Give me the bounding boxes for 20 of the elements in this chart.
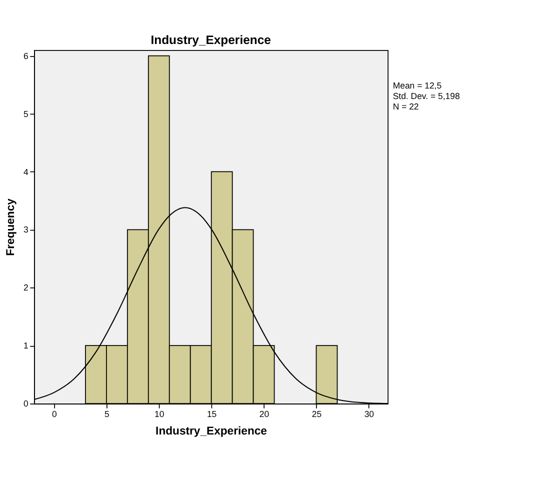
y-tick-label: 0: [24, 398, 29, 409]
x-axis-title: Industry_Experience: [156, 426, 267, 438]
y-tick-label: 5: [24, 108, 29, 119]
x-tick-label: 20: [259, 409, 270, 420]
x-tick-label: 25: [312, 409, 322, 420]
chart-title: Industry_Experience: [150, 32, 272, 47]
x-tick-label: 0: [52, 409, 57, 420]
text: Std. Dev. = 5,198: [392, 90, 460, 101]
x-tick-label: 30: [364, 409, 374, 420]
y-axis-title: Frequency: [4, 198, 17, 256]
x-tick-label: 15: [206, 409, 217, 420]
y-tick-label: 4: [24, 166, 29, 177]
x-tick-label: 10: [154, 409, 164, 420]
y-tick-label: 6: [24, 50, 29, 61]
x-tick-label: 5: [104, 409, 110, 420]
y-tick-label: 3: [24, 224, 29, 235]
y-tick-label: 1: [24, 340, 29, 351]
text: N = 22: [392, 101, 419, 112]
text: Mean = 12,5: [392, 80, 442, 90]
y-tick-label: 2: [24, 282, 29, 293]
